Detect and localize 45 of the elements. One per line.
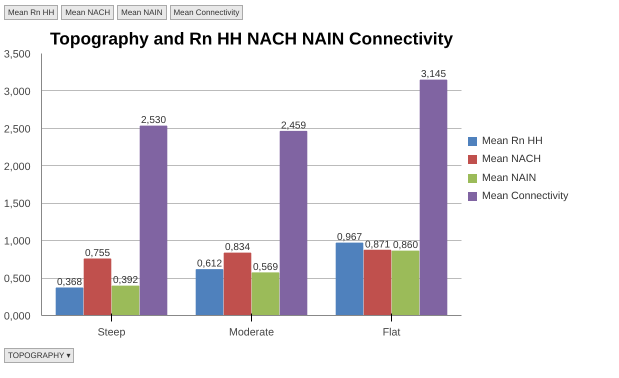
bar (112, 286, 140, 316)
data-label: 0,871 (364, 239, 390, 250)
legend-label: Mean NAIN (482, 172, 536, 184)
y-tick-label: 3,000 (4, 86, 31, 98)
bar (420, 80, 448, 316)
data-label: 2,530 (140, 115, 166, 126)
y-tick-label: 2,500 (4, 123, 31, 136)
bar (252, 272, 280, 316)
data-label: 0,612 (196, 258, 222, 270)
data-label: 2,459 (280, 120, 306, 132)
text: Mean NACH (61, 5, 114, 20)
text: Mean NAIN (117, 5, 167, 20)
legend-label: Mean Connectivity (482, 190, 568, 202)
y-tick-label: 1,000 (4, 236, 31, 248)
data-label: 0,860 (392, 240, 418, 252)
data-label: 0,834 (224, 242, 250, 254)
data-label: 0,569 (252, 262, 278, 273)
x-tick-label: Moderate (228, 326, 274, 338)
legend-label: Mean NACH (482, 153, 541, 166)
text: Mean Connectivity (170, 5, 244, 20)
data-label: 0,755 (84, 248, 110, 259)
y-tick-label: 0,000 (4, 310, 31, 322)
data-label: 0,368 (56, 276, 82, 288)
bar (364, 250, 392, 316)
x-tick-label: Steep (98, 326, 126, 338)
bar (224, 252, 252, 316)
y-tick-label: 2,000 (4, 160, 31, 173)
y-tick-label: 1,500 (4, 198, 31, 210)
bar (56, 287, 84, 316)
data-label: 0,967 (336, 232, 362, 244)
text: TOPOGRAPHY ▾ (4, 348, 74, 364)
legend-label: Mean Rn HH (482, 135, 543, 147)
bar (196, 269, 224, 316)
bar (140, 126, 168, 316)
bar (280, 130, 308, 316)
text: Mean Rn HH (4, 5, 58, 20)
bar (336, 242, 364, 316)
bar (392, 250, 420, 316)
bar (84, 258, 112, 316)
data-label: 3,145 (420, 69, 446, 80)
data-label: 0,392 (112, 275, 138, 286)
x-tick-label: Flat (382, 326, 400, 338)
y-tick-label: 0,500 (4, 273, 31, 286)
chart-title: Topography and Rn HH NACH NAIN Connectivity (50, 28, 454, 48)
y-tick-label: 3,500 (4, 48, 31, 60)
